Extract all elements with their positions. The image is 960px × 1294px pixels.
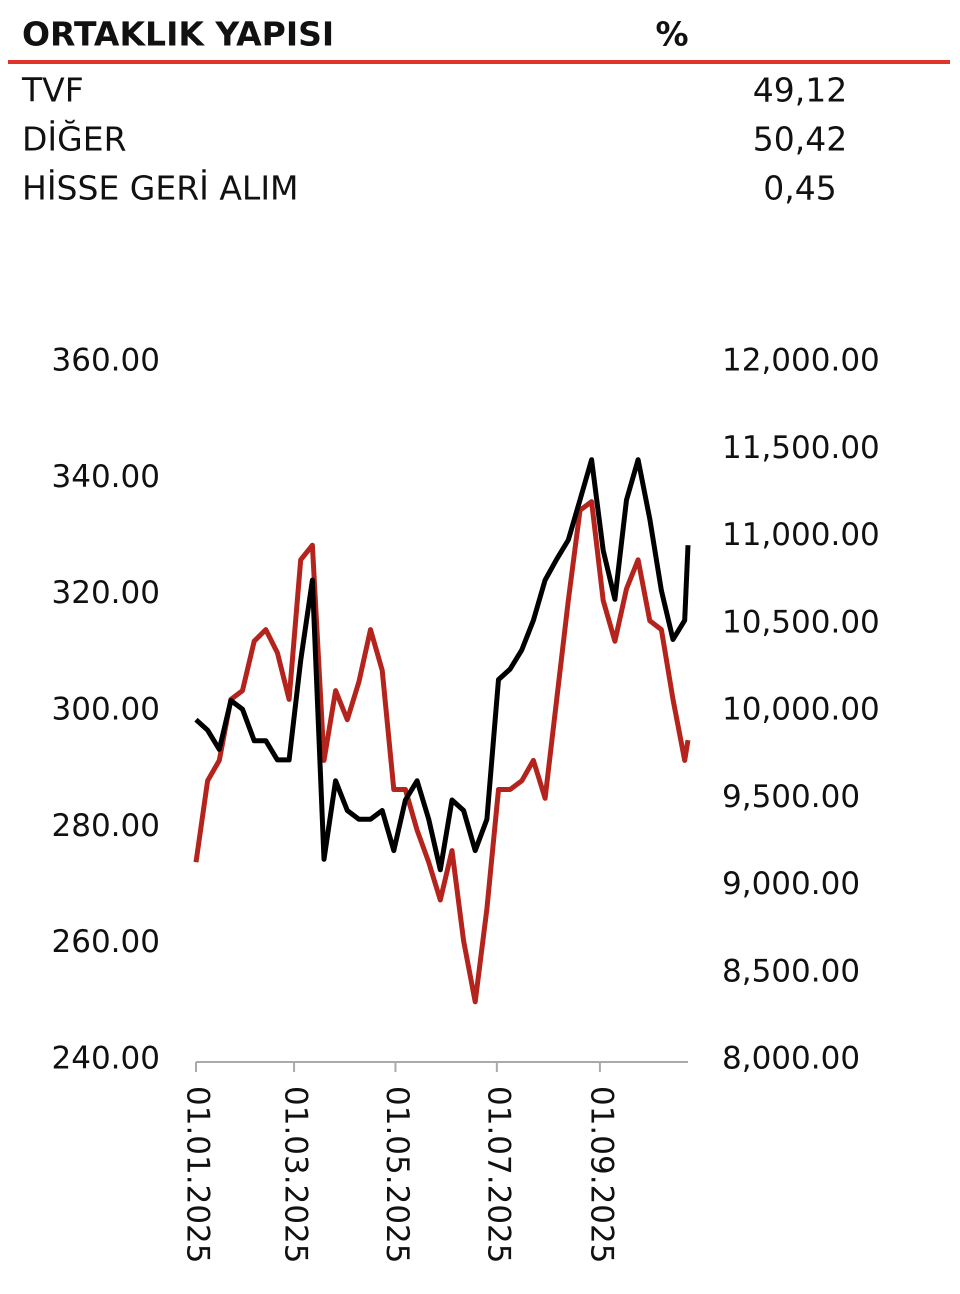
y-tick-label: 260.00: [52, 924, 160, 960]
x-tick-label: 01.07.2025: [480, 1086, 516, 1264]
series-line: [193, 499, 691, 1005]
y2-tick-label: 8,500.00: [722, 953, 860, 989]
row-value: 50,42: [753, 120, 847, 159]
series-line: [194, 457, 691, 873]
x-tick-label: 01.05.2025: [379, 1086, 415, 1264]
row-label: DİĞER: [22, 119, 127, 159]
row-label: TVF: [21, 71, 84, 110]
y2-tick-label: 12,000.00: [722, 343, 880, 379]
y2-tick-label: 11,000.00: [722, 517, 880, 553]
row-value: 0,45: [763, 169, 836, 208]
row-value: 49,12: [753, 71, 847, 110]
y2-tick-label: 11,500.00: [722, 430, 880, 466]
y2-tick-label: 10,500.00: [722, 604, 880, 640]
y2-tick-label: 8,000.00: [722, 1041, 860, 1077]
y-tick-label: 280.00: [52, 808, 160, 844]
table-header: ORTAKLIK YAPISI: [22, 15, 334, 54]
y-tick-label: 320.00: [52, 575, 160, 611]
x-tick-label: 01.03.2025: [278, 1086, 314, 1264]
row-label: HİSSE GERİ ALIM: [22, 169, 299, 208]
y-tick-label: 340.00: [52, 459, 160, 495]
chart: 240.00 260.00 280.00 300.00 320.00 340.00 360.…: [52, 343, 880, 1264]
y2-tick-label: 9,500.00: [722, 779, 860, 815]
y-tick-label: 300.00: [52, 692, 160, 728]
table-header: %: [655, 15, 688, 54]
y-tick-label: 360.00: [52, 343, 160, 379]
x-tick-label: 01.09.2025: [583, 1086, 619, 1264]
y2-tick-label: 10,000.00: [722, 692, 880, 728]
y2-tick-label: 9,000.00: [722, 866, 860, 902]
y-tick-label: 240.00: [52, 1041, 160, 1077]
x-tick-label: 01.01.2025: [180, 1086, 216, 1264]
